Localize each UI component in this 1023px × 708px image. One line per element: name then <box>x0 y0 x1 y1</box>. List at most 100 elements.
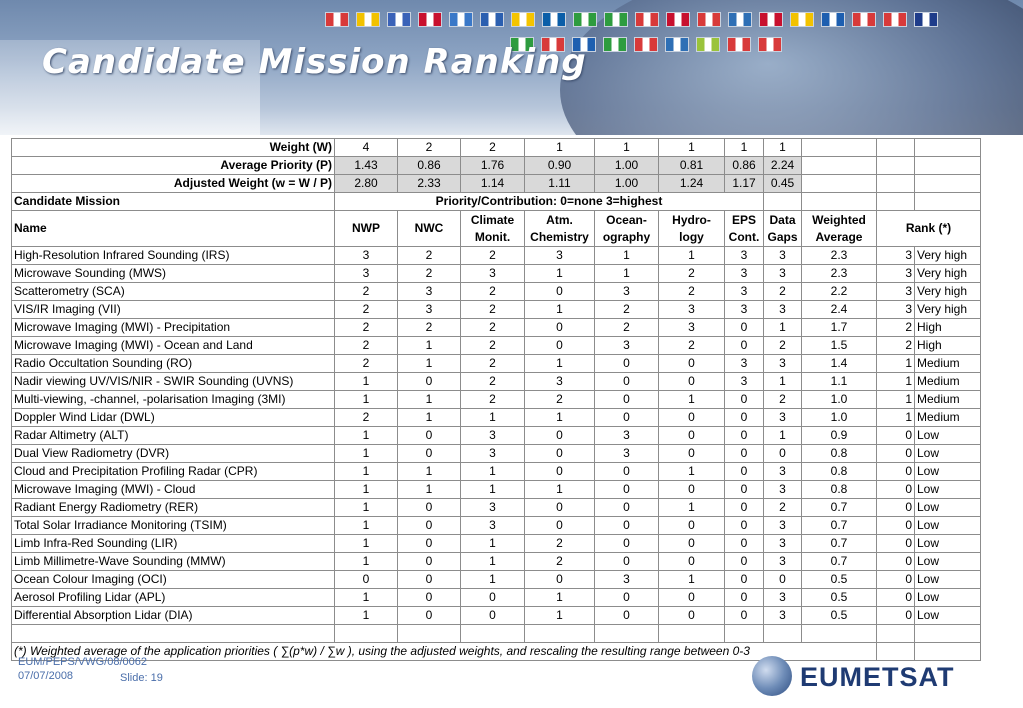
weighted-average-cell: 2.4 <box>801 300 877 319</box>
score-cell: 3 <box>763 462 802 481</box>
score-cell: 1 <box>658 498 725 517</box>
score-cell: 1 <box>334 552 398 571</box>
score-cell: 2 <box>334 300 398 319</box>
score-cell: 2 <box>460 336 525 355</box>
flag-icon <box>914 12 938 27</box>
weighted-average-cell: 0.7 <box>801 534 877 553</box>
score-cell: 0 <box>724 336 764 355</box>
score-cell: 0 <box>594 480 659 499</box>
rank-label-cell: Low <box>914 606 981 625</box>
score-cell: 3 <box>594 426 659 445</box>
score-cell: 1 <box>334 534 398 553</box>
rank-label-cell: High <box>914 336 981 355</box>
rank-cell: 1 <box>876 354 915 373</box>
score-cell: 3 <box>763 354 802 373</box>
table-row: Differential Absorption Lidar (DIA) 1 0 0 1 0… <box>11 606 981 625</box>
weighted-average-cell: 0.5 <box>801 606 877 625</box>
rank-label-cell: Low <box>914 588 981 607</box>
score-cell: 3 <box>724 282 764 301</box>
score-cell: 3 <box>763 552 802 571</box>
score-cell: 3 <box>334 246 398 265</box>
mission-name: Microwave Imaging (MWI) - Precipitation <box>11 318 335 337</box>
rank-cell: 0 <box>876 534 915 553</box>
weighted-average-cell: 1.7 <box>801 318 877 337</box>
score-cell: 0 <box>658 426 725 445</box>
score-cell: 2 <box>334 318 398 337</box>
col-header-climate: Climate Monit. <box>460 210 525 247</box>
flag-icon <box>356 12 380 27</box>
score-cell: 3 <box>763 606 802 625</box>
score-cell: 3 <box>763 300 802 319</box>
score-cell: 3 <box>724 372 764 391</box>
score-cell: 0 <box>397 372 461 391</box>
score-cell: 1 <box>334 426 398 445</box>
flag-icon <box>542 12 566 27</box>
spacer-row <box>11 624 981 643</box>
weight-cell: 1 <box>524 138 595 157</box>
col-header-eps: EPS Cont. <box>724 210 764 247</box>
score-cell: 2 <box>658 282 725 301</box>
score-cell: 3 <box>763 408 802 427</box>
score-cell: 1 <box>334 606 398 625</box>
col-header-atm: Atm. Chemistry <box>524 210 595 247</box>
adjusted-row: Adjusted Weight (w = W / P) 2.80 2.33 1.… <box>11 174 981 193</box>
score-cell: 0 <box>594 390 659 409</box>
table-row: Nadir viewing UV/VIS/NIR - SWIR Sounding… <box>11 372 981 391</box>
score-cell: 1 <box>397 480 461 499</box>
flag-icon <box>573 12 597 27</box>
score-cell: 0 <box>594 372 659 391</box>
score-cell: 0 <box>763 570 802 589</box>
table-row: Total Solar Irradiance Monitoring (TSIM)… <box>11 516 981 535</box>
score-cell: 0 <box>524 426 595 445</box>
score-cell: 2 <box>763 282 802 301</box>
score-cell: 3 <box>594 444 659 463</box>
weighted-average-cell: 2.2 <box>801 282 877 301</box>
candidate-row: Candidate Mission Priority/Contribution:… <box>11 192 981 211</box>
score-cell: 0 <box>724 462 764 481</box>
mission-name: Doppler Wind Lidar (DWL) <box>11 408 335 427</box>
rank-label-cell: Medium <box>914 390 981 409</box>
score-cell: 3 <box>724 354 764 373</box>
score-cell: 2 <box>460 246 525 265</box>
flags-row-2 <box>510 37 789 65</box>
score-cell: 1 <box>658 246 725 265</box>
score-cell: 2 <box>460 372 525 391</box>
score-cell: 0 <box>658 444 725 463</box>
score-cell: 0 <box>724 426 764 445</box>
table-row: Microwave Imaging (MWI) - Precipitation 2… <box>11 318 981 337</box>
rank-header: Rank (*) <box>876 210 981 247</box>
footnote: (*) Weighted average of the application … <box>11 642 877 661</box>
score-cell: 0 <box>594 606 659 625</box>
rank-cell: 3 <box>876 246 915 265</box>
adjusted-cell: 2.33 <box>397 174 461 193</box>
col-header-nwc: NWC <box>397 210 461 247</box>
score-cell: 3 <box>763 264 802 283</box>
table-row: VIS/IR Imaging (VII) 2 3 2 1 2 3 3 3 2.4 3 Very hig… <box>11 300 981 319</box>
header-banner <box>0 0 1023 135</box>
priority-label: Average Priority (P) <box>11 156 335 175</box>
score-cell: 0 <box>524 570 595 589</box>
weighted-average-cell: 0.5 <box>801 570 877 589</box>
flag-icon <box>418 12 442 27</box>
score-cell: 3 <box>397 282 461 301</box>
rank-label-cell: Very high <box>914 246 981 265</box>
score-cell: 3 <box>724 300 764 319</box>
table-row: Radar Altimetry (ALT) 1 0 3 0 3 0 0 1 0.9 0 Low <box>11 426 981 445</box>
score-cell: 0 <box>658 516 725 535</box>
score-cell: 0 <box>397 516 461 535</box>
col-header-nwp: NWP <box>334 210 398 247</box>
score-cell: 1 <box>397 390 461 409</box>
flag-icon <box>604 12 628 27</box>
score-cell: 0 <box>524 462 595 481</box>
table-row: High-Resolution Infrared Sounding (IRS) 3… <box>11 246 981 265</box>
score-cell: 0 <box>658 372 725 391</box>
score-cell: 2 <box>397 264 461 283</box>
score-cell: 1 <box>763 372 802 391</box>
score-cell: 1 <box>460 534 525 553</box>
mission-name: High-Resolution Infrared Sounding (IRS) <box>11 246 335 265</box>
flag-icon <box>665 37 689 52</box>
weighted-average-cell: 0.8 <box>801 462 877 481</box>
table-row: Cloud and Precipitation Profiling Radar … <box>11 462 981 481</box>
mission-name: Radio Occultation Sounding (RO) <box>11 354 335 373</box>
score-cell: 1 <box>524 480 595 499</box>
